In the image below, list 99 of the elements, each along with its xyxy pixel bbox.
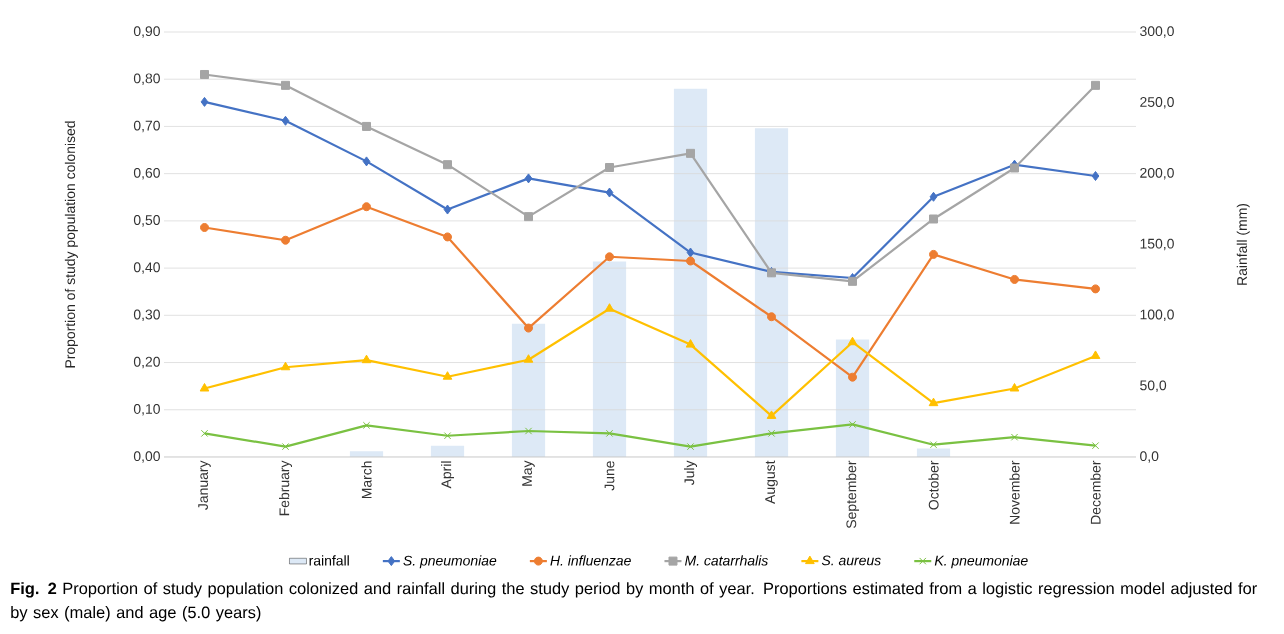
point: [361, 354, 372, 364]
point: [443, 432, 452, 440]
y2-tick-label: 150,0: [1140, 238, 1174, 251]
point: [1010, 274, 1020, 284]
point: [605, 252, 615, 262]
bar: [835, 339, 870, 457]
point: [200, 69, 210, 79]
x-tick-label: November: [1009, 460, 1020, 524]
point: [1010, 163, 1020, 173]
point: [1010, 433, 1019, 441]
x-tick-label: January: [198, 460, 211, 510]
point: [929, 191, 938, 202]
point: [605, 187, 614, 198]
point: [200, 429, 209, 438]
point: [200, 96, 209, 107]
y2-tick-label: 100,0: [1140, 309, 1174, 322]
point: [1091, 171, 1100, 182]
x-tick-label: August: [765, 460, 778, 504]
y2-tick-label: 50,0: [1140, 380, 1167, 392]
point: [929, 441, 938, 449]
x-tick-label: April: [441, 461, 455, 489]
y-tick-label: 0,70: [133, 120, 160, 133]
bar: [673, 88, 708, 457]
point: [1091, 441, 1100, 450]
point: [685, 339, 696, 348]
bar: [511, 323, 546, 457]
point: [443, 204, 452, 215]
point: [362, 121, 372, 131]
bar: [754, 128, 789, 457]
point: [929, 249, 939, 259]
point: [605, 163, 615, 173]
point: [362, 202, 372, 212]
bar: [592, 261, 627, 457]
y2-tick-label: 250,0: [1140, 97, 1174, 109]
x-tick-label: February: [279, 460, 293, 516]
x-tick-label: May: [522, 460, 535, 486]
point: [281, 442, 290, 451]
x-tick-label: December: [1090, 460, 1101, 524]
legend-label: H. influenzae: [550, 555, 631, 566]
y-tick-label: 0,00: [133, 451, 160, 463]
x-tick-label: July: [684, 460, 698, 486]
point: [524, 323, 534, 333]
y-axis-title: Proportion of study population colonised: [64, 121, 78, 368]
point: [1091, 284, 1101, 294]
point: [848, 372, 858, 382]
legend-label: S. aureus: [821, 555, 881, 566]
point: [686, 442, 695, 451]
y2-tick-label: 300,0: [1140, 26, 1174, 38]
legend-label: S. pneumoniae: [403, 555, 497, 569]
point: [686, 148, 696, 158]
point: [524, 427, 533, 435]
point: [362, 156, 371, 167]
text: Fig. 2 Proportion of study population colonized and rainfall during the study period by month of year. Proportions estimated from a logistic regression model adjusted for by sex (male) and age (5.0 years): [11, 582, 1257, 622]
y-tick-label: 0,60: [133, 167, 160, 180]
x-tick-label: September: [846, 460, 860, 529]
point: [199, 383, 210, 392]
point: [605, 429, 614, 438]
y2-axis-title: Rainfall (mm): [1236, 203, 1250, 285]
y-tick-label: 0,20: [133, 356, 160, 369]
point: [686, 256, 696, 266]
legend-label: rainfall: [309, 555, 349, 566]
point: [848, 420, 857, 429]
x-tick-label: June: [604, 461, 615, 491]
point: [200, 222, 210, 232]
point: [443, 160, 453, 170]
point: [928, 397, 939, 407]
point: [847, 336, 858, 346]
point: [362, 421, 371, 430]
point: [929, 214, 939, 224]
point: [281, 80, 291, 90]
bar: [916, 448, 951, 457]
point: [281, 115, 290, 126]
legend-label: K. pneumoniae: [934, 555, 1028, 569]
point: [1009, 383, 1020, 392]
point: [280, 361, 291, 371]
point: [524, 173, 533, 184]
point: [524, 212, 534, 222]
point: [766, 410, 777, 419]
point: [443, 232, 453, 242]
y-tick-label: 0,10: [133, 403, 160, 416]
y-tick-label: 0,30: [133, 309, 160, 322]
y-tick-label: 0,50: [133, 215, 160, 227]
point: [1090, 350, 1101, 359]
point: [1091, 80, 1101, 90]
legend-label: M. catarrhalis: [684, 555, 768, 566]
point: [281, 235, 291, 245]
point: [523, 354, 534, 363]
y2-tick-label: 200,0: [1140, 167, 1174, 180]
y-tick-label: 0,40: [133, 262, 160, 274]
y2-tick-label: 0,0: [1140, 451, 1159, 463]
point: [767, 429, 776, 438]
point: [442, 371, 453, 380]
point: [686, 247, 695, 258]
y-tick-label: 0,90: [133, 26, 160, 38]
x-tick-label: March: [361, 461, 372, 499]
point: [604, 303, 615, 312]
x-tick-label: October: [928, 460, 939, 510]
point: [767, 312, 777, 322]
y-tick-label: 0,80: [133, 73, 160, 85]
